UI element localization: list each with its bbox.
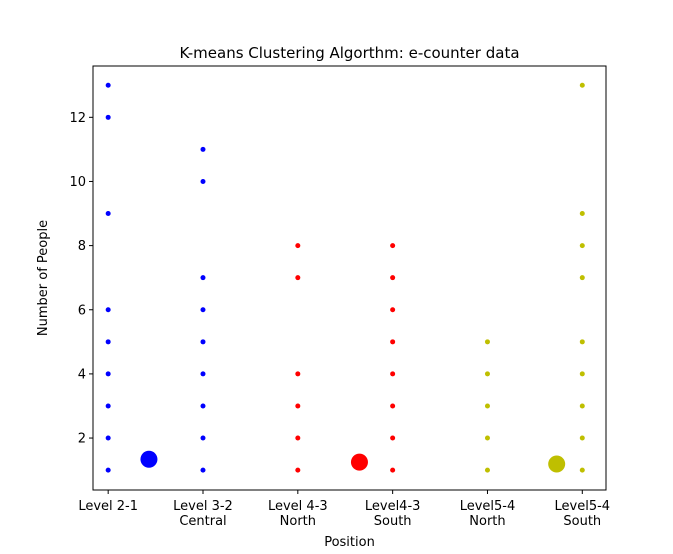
data-point: [484, 403, 490, 409]
y-tick-label: 4: [78, 367, 86, 382]
data-point: [295, 371, 301, 377]
x-tick-label: Level 4-3 North: [268, 499, 328, 529]
data-point: [390, 243, 396, 249]
data-point: [105, 307, 111, 313]
data-point: [105, 371, 111, 377]
y-tick-label: 12: [69, 111, 86, 126]
data-point: [200, 371, 206, 377]
data-point: [579, 275, 585, 281]
data-point: [579, 403, 585, 409]
data-point: [105, 114, 111, 120]
x-axis-label: Position: [324, 535, 375, 550]
x-tick-label: Level4-3 South: [365, 499, 421, 529]
data-point: [484, 339, 490, 345]
x-tick-label: Level 2-1: [78, 499, 138, 514]
chart-title: K-means Clustering Algorthm: e-counter d…: [179, 44, 519, 62]
data-point: [200, 146, 206, 152]
data-point: [295, 243, 301, 249]
data-point: [579, 435, 585, 441]
data-point: [295, 435, 301, 441]
data-point: [200, 178, 206, 184]
y-tick-label: 8: [78, 239, 86, 254]
data-point: [200, 403, 206, 409]
data-point: [200, 467, 206, 473]
data-point: [579, 339, 585, 345]
data-point: [579, 371, 585, 377]
plot-frame: [92, 65, 607, 491]
data-point: [105, 82, 111, 88]
data-point: [390, 435, 396, 441]
data-point: [548, 455, 566, 473]
x-tick-label: Level 3-2 Central: [173, 499, 233, 529]
data-point: [484, 371, 490, 377]
data-point: [390, 371, 396, 377]
data-point: [105, 435, 111, 441]
data-point: [200, 339, 206, 345]
data-point: [484, 435, 490, 441]
x-tick-label: Level5-4 South: [555, 499, 611, 529]
data-point: [579, 82, 585, 88]
y-tick-label: 2: [78, 432, 86, 447]
data-point: [105, 211, 111, 217]
data-point: [295, 403, 301, 409]
data-point: [200, 307, 206, 313]
data-point: [390, 275, 396, 281]
data-point: [484, 467, 490, 473]
data-point: [105, 339, 111, 345]
data-point: [390, 307, 396, 313]
y-tick-label: 10: [69, 175, 86, 190]
data-point: [390, 403, 396, 409]
data-point: [579, 467, 585, 473]
data-point: [579, 211, 585, 217]
data-point: [200, 435, 206, 441]
y-axis-label: Number of People: [36, 220, 51, 336]
data-point: [140, 450, 158, 468]
data-point: [579, 243, 585, 249]
data-point: [105, 467, 111, 473]
data-point: [350, 453, 368, 471]
data-point: [390, 467, 396, 473]
data-point: [200, 275, 206, 281]
x-tick-label: Level5-4 North: [460, 499, 516, 529]
data-point: [390, 339, 396, 345]
data-point: [105, 403, 111, 409]
y-tick-label: 6: [78, 303, 86, 318]
data-point: [295, 275, 301, 281]
data-point: [295, 467, 301, 473]
